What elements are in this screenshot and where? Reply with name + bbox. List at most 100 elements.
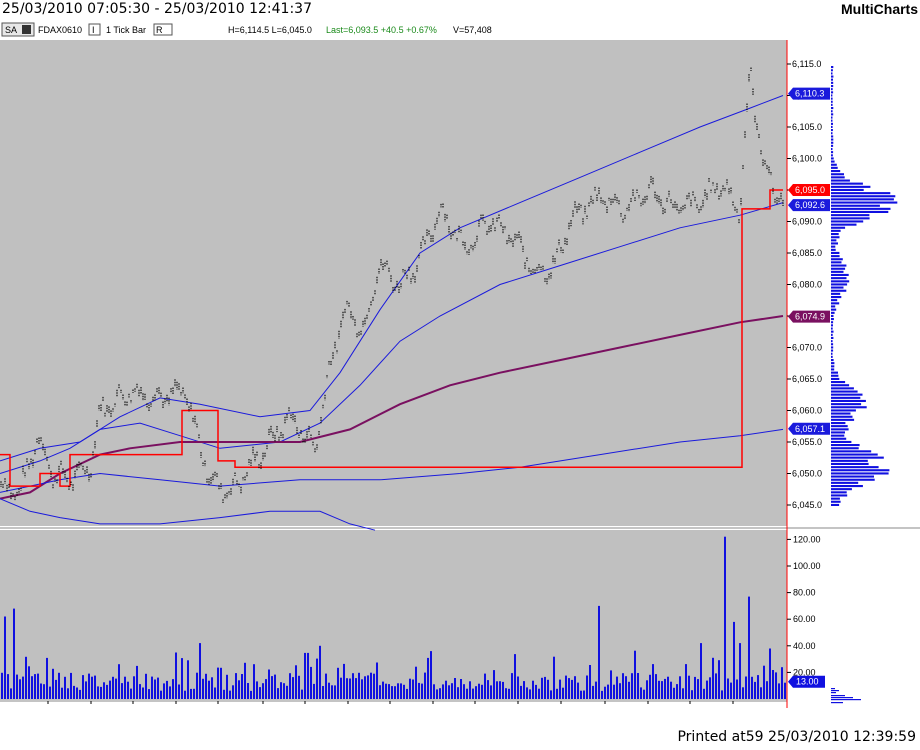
volume-bar	[19, 679, 21, 699]
chart-canvas[interactable]: SA FDAX0610 I 1 Tick Bar R H=6,114.5 L=6…	[0, 20, 920, 717]
profile-bar	[831, 336, 834, 339]
profile-bar	[831, 302, 840, 305]
volume-bar	[85, 681, 87, 699]
volume-bar	[163, 683, 165, 699]
profile-bar	[831, 210, 889, 213]
time-axis-label: 09:25:02	[330, 707, 365, 708]
volume-bar	[514, 654, 516, 699]
profile-bar	[831, 292, 841, 295]
volume-bar	[4, 616, 6, 699]
price-marker-label: 6,057.1	[795, 424, 825, 434]
price-marker-label: 6,074.9	[795, 312, 825, 322]
volume-bar	[121, 683, 123, 699]
chart-window[interactable]: SA FDAX0610 I 1 Tick Bar R H=6,114.5 L=6…	[0, 20, 920, 717]
profile-bar	[831, 125, 833, 128]
volume-bar	[259, 687, 261, 699]
volume-bar	[130, 688, 132, 699]
step-line	[0, 189, 783, 487]
volume-bar	[676, 684, 678, 699]
volume-bar	[619, 683, 621, 699]
interval-button[interactable]	[88, 23, 101, 36]
profile-bar	[831, 352, 833, 355]
volume-bar	[244, 662, 246, 699]
volume-bar	[451, 683, 453, 699]
volume-bar	[106, 684, 108, 699]
profile-bar	[831, 113, 834, 116]
volume-bar	[445, 680, 447, 699]
volume-bar	[493, 670, 495, 699]
profile-bar	[831, 333, 833, 336]
price-axis-label: 6,105.0	[792, 122, 822, 132]
volume-bar	[643, 689, 645, 699]
profile-bar	[831, 428, 849, 431]
profile-bar	[831, 78, 833, 81]
high-low-readout: H=6,114.5 L=6,045.0	[228, 25, 312, 35]
profile-bar	[831, 151, 834, 154]
volume-bar	[331, 685, 333, 699]
volume-bar	[538, 688, 540, 699]
volume-bar	[616, 676, 618, 699]
profile-bar	[831, 255, 840, 258]
volume-bar	[628, 681, 630, 699]
profile-bar	[831, 444, 860, 447]
profile-bar	[831, 431, 845, 434]
volume-profile-bar	[831, 699, 861, 701]
volume-axis-label: 120.00	[793, 534, 821, 544]
volume-bar	[52, 668, 54, 699]
profile-bar	[831, 144, 834, 147]
price-axis-label: 6,065.0	[792, 374, 822, 384]
volume-bar	[64, 676, 66, 699]
volume-bar	[268, 669, 270, 699]
profile-bar	[831, 248, 836, 251]
volume-bar	[157, 677, 159, 699]
volume-bar	[766, 681, 768, 699]
profile-bar	[831, 245, 836, 248]
profile-bar	[831, 491, 847, 494]
volume-bar	[181, 658, 183, 699]
profile-bar	[831, 396, 861, 399]
profile-bar	[831, 472, 889, 475]
volume-bar	[70, 672, 72, 699]
volume-bar	[298, 675, 300, 699]
volume-bar	[442, 684, 444, 699]
volume-bar	[721, 690, 723, 699]
volume-bar	[703, 688, 705, 699]
profile-bar	[831, 503, 840, 506]
volume-bar	[634, 650, 636, 699]
r-button[interactable]	[153, 23, 173, 36]
volume-bar	[91, 676, 93, 699]
volume-bar	[328, 682, 330, 699]
volume-bar	[535, 684, 537, 699]
profile-bar	[831, 355, 833, 358]
date-range: 25/03/2010 07:05:30 - 25/03/2010 12:41:3…	[2, 1, 312, 17]
volume-bar	[10, 688, 12, 699]
volume-bar	[160, 690, 162, 699]
volume-bar	[571, 679, 573, 699]
symbol-label: FDAX0610	[38, 25, 82, 35]
volume-bar	[22, 676, 24, 699]
volume-bar	[691, 690, 693, 699]
volume-bar	[193, 688, 195, 699]
volume-bar	[490, 685, 492, 699]
volume-pane[interactable]	[0, 530, 787, 700]
volume-bar	[715, 673, 717, 699]
upper-band-outer	[0, 95, 784, 462]
volume-bar	[151, 676, 153, 699]
volume-bar	[94, 675, 96, 699]
volume-bar	[340, 677, 342, 699]
volume-bar	[718, 660, 720, 699]
volume-bar	[697, 679, 699, 699]
volume-bar	[307, 652, 309, 699]
last-price-readout: Last=6,093.5 +40.5 +0.67%	[326, 25, 437, 35]
volume-bar	[415, 666, 417, 699]
volume-bar	[772, 670, 774, 699]
price-axis-label: 6,090.0	[792, 217, 822, 227]
price-pane[interactable]	[0, 40, 787, 526]
volume-bar	[640, 687, 642, 699]
volume-bar	[454, 678, 456, 699]
volume-bar	[349, 678, 351, 699]
volume-bar	[172, 679, 174, 699]
volume-bar	[133, 676, 135, 699]
volume-bar	[751, 676, 753, 699]
price-axis-label: 6,060.0	[792, 406, 822, 416]
